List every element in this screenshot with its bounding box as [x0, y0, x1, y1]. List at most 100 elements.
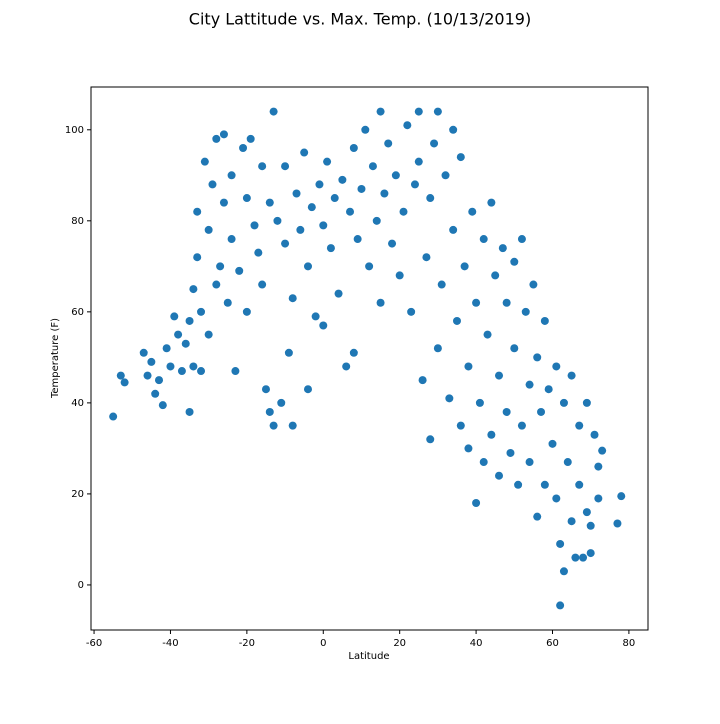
point — [449, 225, 458, 234]
point — [598, 446, 607, 455]
point — [265, 407, 274, 416]
point — [139, 348, 148, 357]
point — [219, 198, 228, 207]
x-tick-label: -20 — [239, 638, 255, 649]
point — [338, 175, 347, 184]
point — [296, 225, 305, 234]
point — [227, 235, 236, 244]
y-tick-label: 0 — [78, 580, 84, 591]
point — [323, 157, 332, 166]
point — [349, 348, 358, 357]
point — [510, 257, 519, 266]
point — [147, 357, 156, 366]
point — [193, 253, 202, 262]
point — [540, 316, 549, 325]
point — [407, 307, 416, 316]
point — [544, 385, 553, 394]
point — [235, 266, 244, 275]
y-axis-label: Temperature (F) — [50, 318, 61, 399]
plot-frame — [90, 86, 649, 631]
point — [170, 312, 179, 321]
point — [460, 262, 469, 271]
point — [586, 549, 595, 558]
point — [288, 421, 297, 430]
point — [219, 130, 228, 139]
point — [517, 235, 526, 244]
point — [517, 421, 526, 430]
point — [303, 262, 312, 271]
point — [556, 601, 565, 610]
point — [284, 348, 293, 357]
y-tick-label: 100 — [65, 125, 84, 136]
point — [174, 330, 183, 339]
point — [155, 376, 164, 385]
point — [502, 407, 511, 416]
point — [491, 271, 500, 280]
x-tick-label: 0 — [320, 638, 326, 649]
chart-title: City Lattitude vs. Max. Temp. (10/13/201… — [189, 10, 531, 29]
point — [582, 508, 591, 517]
point — [556, 539, 565, 548]
point — [456, 421, 465, 430]
point — [250, 221, 259, 230]
point — [311, 312, 320, 321]
point — [502, 298, 511, 307]
point — [307, 203, 316, 212]
point — [269, 107, 278, 116]
point — [242, 194, 251, 203]
point — [361, 125, 370, 134]
point — [422, 253, 431, 262]
point — [575, 421, 584, 430]
point — [273, 216, 282, 225]
point — [571, 553, 580, 562]
point — [506, 448, 515, 457]
point — [559, 398, 568, 407]
point — [525, 380, 534, 389]
point — [246, 134, 255, 143]
point — [529, 280, 538, 289]
x-tick-label: -40 — [162, 638, 178, 649]
point — [357, 184, 366, 193]
point — [109, 412, 118, 421]
point — [594, 494, 603, 503]
point — [495, 471, 504, 480]
point — [617, 492, 626, 501]
point — [269, 421, 278, 430]
point — [277, 398, 286, 407]
point — [433, 344, 442, 353]
point — [315, 180, 324, 189]
point — [586, 521, 595, 530]
point — [151, 389, 160, 398]
point — [464, 362, 473, 371]
point — [594, 462, 603, 471]
point — [468, 207, 477, 216]
x-tick-label: 60 — [546, 638, 559, 649]
point — [303, 385, 312, 394]
point — [540, 480, 549, 489]
point — [346, 207, 355, 216]
point — [258, 280, 267, 289]
point — [376, 298, 385, 307]
point — [166, 362, 175, 371]
point — [563, 458, 572, 467]
point — [567, 371, 576, 380]
point — [197, 367, 206, 376]
point — [399, 207, 408, 216]
point — [212, 134, 221, 143]
point — [613, 519, 622, 528]
point — [342, 362, 351, 371]
point — [162, 344, 171, 353]
point — [479, 235, 488, 244]
point — [208, 180, 217, 189]
point — [521, 307, 530, 316]
point — [181, 339, 190, 348]
point — [579, 553, 588, 562]
point — [449, 125, 458, 134]
point — [567, 517, 576, 526]
point — [410, 180, 419, 189]
point — [414, 157, 423, 166]
point — [185, 316, 194, 325]
point — [426, 435, 435, 444]
point — [384, 139, 393, 148]
